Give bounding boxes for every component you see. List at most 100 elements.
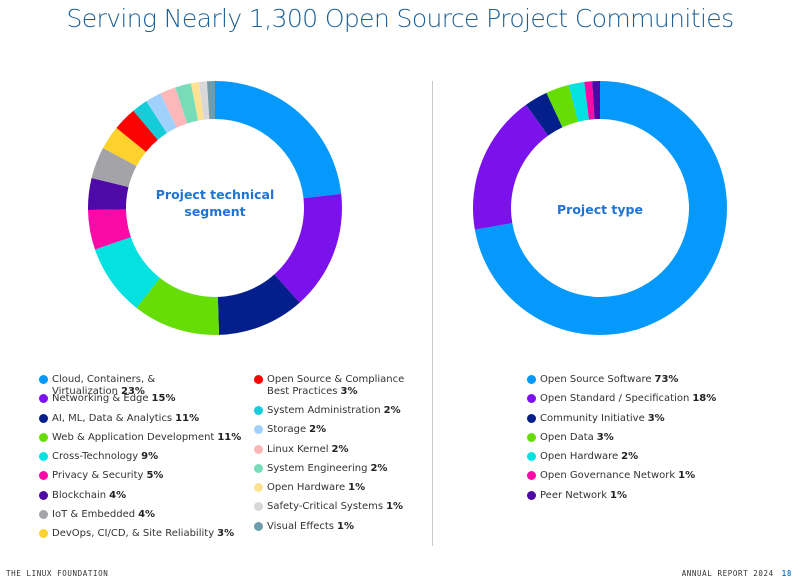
- legend-technical-segment-col2: Open Source & Compliance Best Practices 3…: [254, 374, 424, 540]
- donut-slice-storage: [146, 93, 177, 134]
- legend-swatch-icon: [254, 406, 263, 415]
- legend-label-text: Blockchain: [52, 489, 107, 501]
- donut-slice-cross-technology: [94, 237, 160, 308]
- donut-slice-blockchain: [88, 178, 129, 211]
- legend-label-text: Web & Application Development: [52, 431, 215, 443]
- legend-label: Open Standard / Specification 18%: [540, 393, 716, 405]
- legend-percent: 1%: [386, 501, 404, 513]
- legend-item-community-initiative: Community Initiative 3%: [527, 413, 757, 432]
- legend-label-text: DevOps, CI/CD, & Site Reliability: [52, 528, 215, 540]
- legend-label-text: Cloud, Containers, & Virtualization: [52, 374, 156, 397]
- donut-slice-open-hardware: [190, 82, 204, 121]
- legend-label-text: Open Governance Network: [540, 470, 676, 482]
- legend-swatch-icon: [39, 452, 48, 462]
- legend-label-text: Open Standard / Specification: [540, 393, 690, 405]
- legend-label-text: Visual Effects: [267, 520, 335, 532]
- legend-percent: 4%: [138, 509, 156, 521]
- legend-item-privacy-security: Privacy & Security 5%: [39, 470, 249, 489]
- legend-percent: 4%: [109, 489, 127, 501]
- donut-center-label-project-type: Project type: [557, 202, 643, 217]
- legend-item-system-engineering: System Engineering 2%: [254, 463, 424, 482]
- legend-percent: 11%: [217, 431, 242, 443]
- donut-slice-open-data: [546, 84, 579, 128]
- legend-label-text: Peer Network: [540, 489, 608, 501]
- donut-slice-iot-embedded: [91, 148, 137, 188]
- donut-slice-visual-effects: [206, 81, 215, 120]
- legend-percent: 1%: [678, 470, 696, 482]
- legend-percent: 18%: [692, 393, 717, 405]
- legend-swatch-icon: [254, 483, 263, 493]
- donut-slice-web-application-development: [136, 277, 220, 335]
- legend-label: System Administration 2%: [267, 405, 401, 417]
- legend-label: DevOps, CI/CD, & Site Reliability 3%: [52, 528, 234, 540]
- legend-percent: 3%: [217, 528, 235, 540]
- legend-label: Open Hardware 1%: [267, 482, 365, 494]
- legend-item-devops-ci-cd-site-reliability: DevOps, CI/CD, & Site Reliability 3%: [39, 528, 249, 547]
- footer-organization: THE LINUX FOUNDATION: [6, 569, 109, 578]
- legend-label: IoT & Embedded 4%: [52, 509, 155, 521]
- legend-item-cloud-containers-virtualization: Cloud, Containers, & Virtualization 23%: [39, 374, 249, 397]
- legend-label: Open Data 3%: [540, 432, 614, 444]
- legend-label-text: System Engineering: [267, 462, 368, 474]
- legend-label-text: Open Source & Compliance Best Practices: [267, 374, 405, 397]
- legend-label-text: Open Data: [540, 431, 594, 443]
- legend-percent: 23%: [121, 386, 145, 397]
- legend-item-linux-kernel: Linux Kernel 2%: [254, 444, 424, 463]
- legend-item-safety-critical-systems: Safety-Critical Systems 1%: [254, 501, 424, 520]
- legend-label-text: IoT & Embedded: [52, 509, 136, 521]
- legend-swatch-icon: [39, 510, 48, 520]
- footer-report-title: ANNUAL REPORT 2024: [681, 569, 774, 578]
- legend-percent: 2%: [621, 451, 639, 463]
- legend-percent: 73%: [654, 374, 679, 385]
- legend-swatch-icon: [527, 394, 536, 404]
- legend-item-ai-ml-data-analytics: AI, ML, Data & Analytics 11%: [39, 413, 249, 432]
- legend-swatch-icon: [527, 471, 536, 481]
- legend-swatch-icon: [254, 444, 263, 454]
- legend-percent: 5%: [146, 470, 164, 482]
- donut-chart-project-type: [473, 81, 728, 335]
- legend-label-text: Networking & Edge: [52, 393, 149, 405]
- legend-label-text: Open Hardware: [267, 482, 346, 494]
- donut-slice-open-source-compliance-best-practices: [116, 110, 158, 152]
- donut-slice-open-governance-network: [584, 81, 595, 120]
- legend-item-open-source-compliance-best-practices: Open Source & Compliance Best Practices 3…: [254, 374, 424, 405]
- legend-item-open-hardware: Open Hardware 2%: [527, 451, 757, 470]
- legend-percent: 11%: [175, 412, 200, 424]
- legend-label: Blockchain 4%: [52, 490, 126, 502]
- legend-item-open-standard-specification: Open Standard / Specification 18%: [527, 393, 757, 412]
- page-title: Serving Nearly 1,300 Open Source Project…: [66, 4, 734, 33]
- legend-swatch-icon: [39, 375, 48, 384]
- legend-label-text: Privacy & Security: [52, 470, 144, 482]
- legend-label: Privacy & Security 5%: [52, 470, 163, 482]
- donut-center-label-technical-segment: Project technical segment: [155, 187, 275, 219]
- donut-slice-peer-network: [592, 81, 600, 120]
- legend-percent: 2%: [383, 405, 401, 416]
- legend-percent: 3%: [340, 386, 358, 397]
- legend-label: Peer Network 1%: [540, 490, 627, 502]
- legend-label: Networking & Edge 15%: [52, 393, 175, 405]
- donut-slice-open-source-software: [474, 81, 728, 335]
- legend-label: Visual Effects 1%: [267, 521, 354, 533]
- donut-slice-system-engineering: [175, 83, 199, 124]
- legend-percent: 2%: [370, 462, 388, 474]
- footer-report-info: ANNUAL REPORT 2024 18: [682, 569, 792, 578]
- legend-percent: 1%: [337, 520, 355, 532]
- legend-percent: 2%: [309, 424, 327, 436]
- donut-slice-open-hardware: [568, 81, 589, 122]
- legend-swatch-icon: [527, 413, 536, 423]
- legend-label: Open Governance Network 1%: [540, 470, 695, 482]
- legend-swatch-icon: [39, 490, 48, 500]
- legend-item-visual-effects: Visual Effects 1%: [254, 521, 424, 540]
- legend-label: Community Initiative 3%: [540, 413, 665, 425]
- legend-swatch-icon: [39, 529, 48, 539]
- column-divider: [432, 81, 433, 546]
- legend-item-open-governance-network: Open Governance Network 1%: [527, 470, 757, 489]
- donut-slice-devops-ci-cd-site-reliability: [103, 127, 146, 166]
- legend-label: Web & Application Development 11%: [52, 432, 241, 444]
- legend-label: Linux Kernel 2%: [267, 444, 349, 456]
- legend-item-cross-technology: Cross-Technology 9%: [39, 451, 249, 470]
- legend-swatch-icon: [39, 394, 48, 404]
- legend-item-open-source-software: Open Source Software 73%: [527, 374, 757, 393]
- legend-percent: 1%: [610, 489, 628, 501]
- donut-slice-privacy-security: [88, 209, 131, 250]
